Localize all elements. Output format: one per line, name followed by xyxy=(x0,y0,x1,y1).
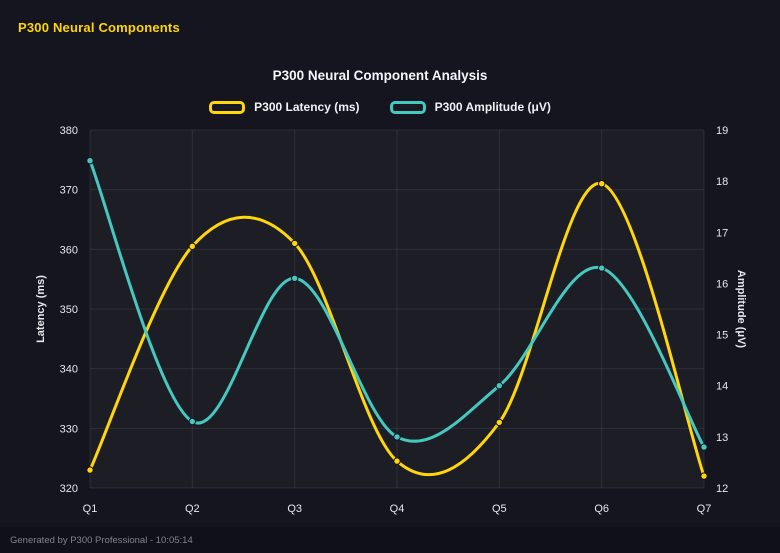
latency-data-point xyxy=(393,457,401,465)
y-tick-label: 330 xyxy=(60,423,78,435)
y-tick-label: 16 xyxy=(716,278,728,290)
x-tick-label: Q1 xyxy=(83,503,98,515)
latency-data-point xyxy=(700,472,708,480)
amplitude-data-point xyxy=(393,433,401,441)
y-tick-label: 19 xyxy=(716,125,728,137)
x-tick-label: Q2 xyxy=(185,503,200,515)
amplitude-data-point xyxy=(598,264,606,272)
latency-data-point xyxy=(188,242,197,251)
amplitude-legend-swatch xyxy=(389,100,426,114)
legend-item-amplitude[interactable]: P300 Amplitude (μV) xyxy=(389,100,551,114)
page-title: P300 Neural Components xyxy=(18,20,180,35)
amplitude-data-point xyxy=(291,274,299,283)
amplitude-data-point xyxy=(495,382,503,390)
chart-card: P300 Neural Component Analysis P300 Late… xyxy=(0,40,780,530)
amplitude-data-point xyxy=(86,157,94,165)
legend-item-latency[interactable]: P300 Latency (ms) xyxy=(209,100,360,114)
latency-data-point xyxy=(291,239,299,248)
y-tick-label: 370 xyxy=(60,185,78,197)
y-tick-label: 320 xyxy=(60,483,78,495)
x-tick-label: Q3 xyxy=(287,503,302,515)
chart-legend: P300 Latency (ms) P300 Amplitude (μV) xyxy=(0,100,760,114)
latency-data-point xyxy=(598,180,606,188)
y-tick-label: 13 xyxy=(716,432,728,444)
latency-data-point xyxy=(86,466,94,474)
status-bar: Generated by P300 Professional - 10:05:1… xyxy=(0,527,780,553)
y-tick-label: 15 xyxy=(716,330,728,342)
y-tick-label: 18 xyxy=(716,176,728,188)
y-tick-label: 340 xyxy=(60,364,78,376)
y-tick-label: 380 xyxy=(60,125,78,137)
footer-text: Generated by P300 Professional - 10:05:1… xyxy=(10,534,193,546)
y-tick-label: 14 xyxy=(716,381,728,393)
x-axis-ticks: Q1 Q2 Q3 Q4 Q5 Q6 Q7 xyxy=(83,503,712,515)
legend-label-latency: P300 Latency (ms) xyxy=(254,100,360,114)
x-tick-label: Q5 xyxy=(492,503,507,515)
legend-label-amplitude: P300 Amplitude (μV) xyxy=(434,100,551,114)
x-tick-label: Q4 xyxy=(390,503,405,515)
x-tick-label: Q6 xyxy=(594,503,609,515)
x-tick-label: Q7 xyxy=(697,503,712,515)
y-tick-label: 350 xyxy=(60,304,78,316)
right-axis-ticks: 12 13 14 15 16 17 18 19 xyxy=(716,125,728,495)
chart-title: P300 Neural Component Analysis xyxy=(272,68,488,83)
amplitude-data-point xyxy=(188,417,197,426)
line-chart: 320 330 340 350 360 370 380 12 13 14 15 16 17 18 19 Q1 Q… xyxy=(30,122,750,526)
latency-legend-swatch xyxy=(209,100,246,114)
right-axis-title: Amplitude (μV) xyxy=(735,270,747,349)
left-axis-title: Latency (ms) xyxy=(35,275,47,343)
left-axis-ticks: 320 330 340 350 360 370 380 xyxy=(60,125,78,495)
y-tick-label: 17 xyxy=(716,227,728,239)
y-tick-label: 12 xyxy=(716,483,728,495)
latency-data-point xyxy=(495,418,503,427)
y-tick-label: 360 xyxy=(60,244,78,256)
amplitude-data-point xyxy=(700,443,708,451)
